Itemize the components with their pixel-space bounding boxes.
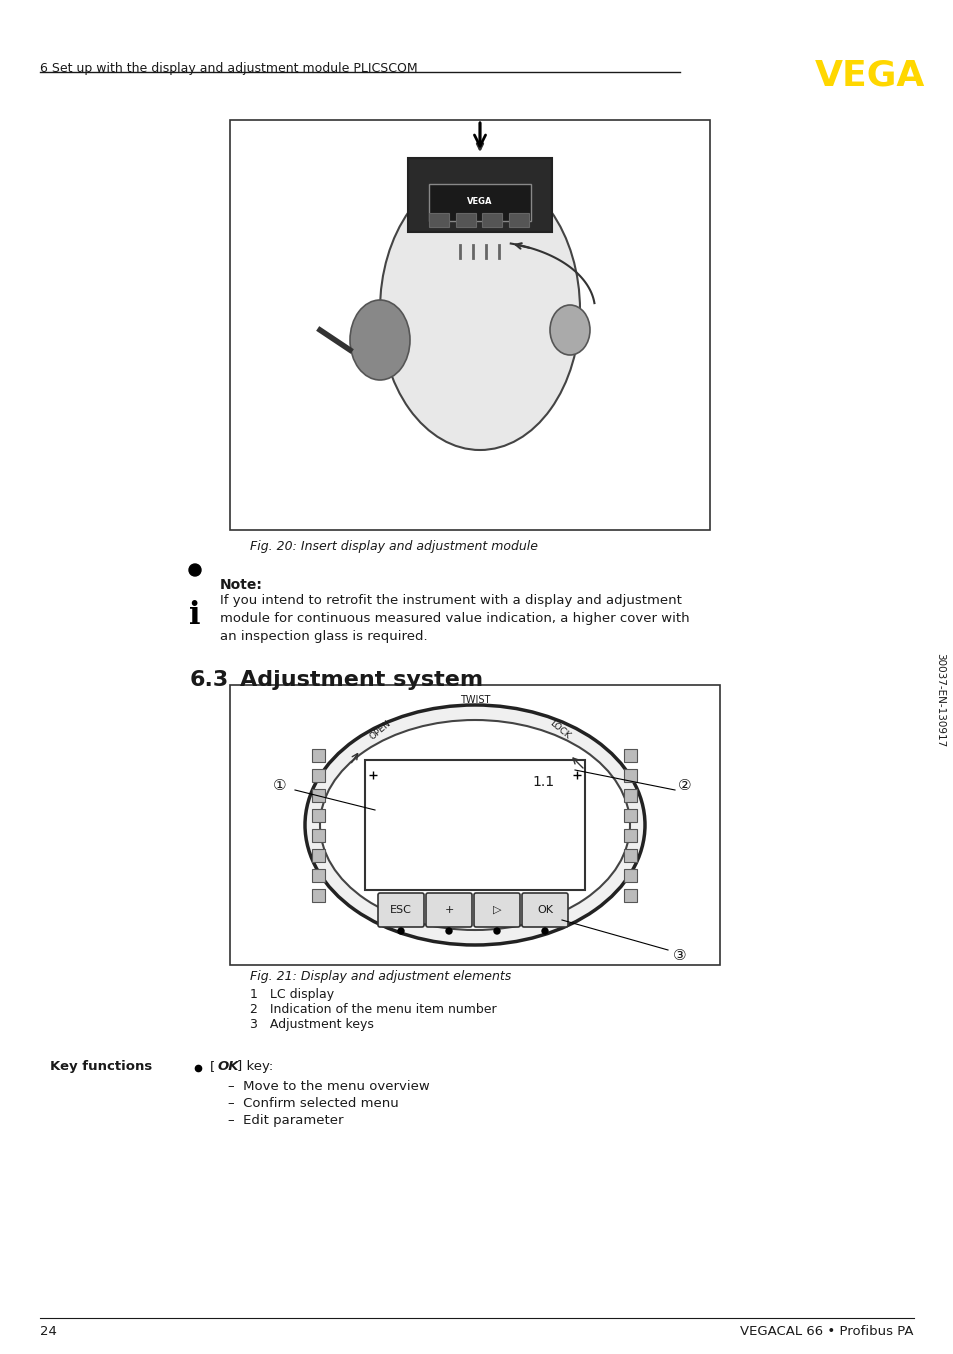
FancyBboxPatch shape — [474, 894, 519, 927]
FancyBboxPatch shape — [230, 685, 720, 965]
FancyBboxPatch shape — [313, 829, 325, 841]
FancyBboxPatch shape — [624, 788, 637, 802]
Text: Fig. 20: Insert display and adjustment module: Fig. 20: Insert display and adjustment m… — [250, 540, 537, 552]
Text: OK: OK — [537, 904, 553, 915]
Text: Key functions: Key functions — [50, 1060, 152, 1072]
Text: If you intend to retrofit the instrument with a display and adjustment
module fo: If you intend to retrofit the instrument… — [220, 594, 689, 643]
FancyBboxPatch shape — [624, 808, 637, 822]
FancyArrowPatch shape — [474, 123, 485, 146]
FancyBboxPatch shape — [377, 894, 423, 927]
Text: Fig. 21: Display and adjustment elements: Fig. 21: Display and adjustment elements — [250, 969, 511, 983]
Circle shape — [189, 565, 201, 575]
Text: +: + — [444, 904, 454, 915]
FancyBboxPatch shape — [429, 213, 449, 227]
FancyBboxPatch shape — [313, 749, 325, 761]
FancyBboxPatch shape — [313, 788, 325, 802]
Text: 2   Indication of the menu item number: 2 Indication of the menu item number — [250, 1003, 497, 1016]
FancyBboxPatch shape — [429, 184, 531, 221]
Text: ③: ③ — [673, 948, 686, 963]
Text: ▷: ▷ — [493, 904, 500, 915]
Ellipse shape — [350, 301, 410, 380]
FancyBboxPatch shape — [426, 894, 472, 927]
FancyBboxPatch shape — [624, 769, 637, 781]
Circle shape — [541, 927, 547, 934]
Text: 1.1: 1.1 — [533, 774, 555, 789]
FancyBboxPatch shape — [624, 829, 637, 841]
Circle shape — [446, 927, 452, 934]
Text: VEGA: VEGA — [814, 58, 924, 92]
FancyBboxPatch shape — [624, 888, 637, 902]
FancyBboxPatch shape — [624, 749, 637, 761]
Text: ESC: ESC — [390, 904, 412, 915]
FancyBboxPatch shape — [313, 868, 325, 881]
FancyBboxPatch shape — [456, 213, 476, 227]
Text: TWIST: TWIST — [459, 695, 490, 705]
FancyBboxPatch shape — [509, 213, 529, 227]
Text: ②: ② — [678, 777, 691, 792]
Text: 24: 24 — [40, 1326, 57, 1338]
FancyBboxPatch shape — [365, 760, 584, 890]
FancyBboxPatch shape — [624, 849, 637, 861]
FancyBboxPatch shape — [481, 213, 501, 227]
Text: –  Edit parameter: – Edit parameter — [228, 1114, 343, 1127]
Text: Adjustment system: Adjustment system — [240, 670, 482, 691]
Text: ①: ① — [273, 777, 287, 792]
Text: [: [ — [210, 1060, 215, 1072]
FancyBboxPatch shape — [521, 894, 567, 927]
Text: 6 Set up with the display and adjustment module PLICSCOM: 6 Set up with the display and adjustment… — [40, 62, 417, 74]
Ellipse shape — [305, 705, 644, 945]
Text: OPEN: OPEN — [367, 719, 392, 742]
FancyBboxPatch shape — [230, 121, 709, 529]
Text: 1   LC display: 1 LC display — [250, 988, 334, 1001]
Text: 3   Adjustment keys: 3 Adjustment keys — [250, 1018, 374, 1030]
FancyBboxPatch shape — [313, 888, 325, 902]
Text: Note:: Note: — [220, 578, 263, 592]
Circle shape — [494, 927, 499, 934]
FancyBboxPatch shape — [313, 769, 325, 781]
Text: OK: OK — [218, 1060, 239, 1072]
Text: LOCK: LOCK — [547, 719, 572, 741]
Text: 30037-EN-130917: 30037-EN-130917 — [934, 653, 944, 747]
Text: ] key:: ] key: — [236, 1060, 273, 1072]
FancyBboxPatch shape — [313, 808, 325, 822]
Text: VEGACAL 66 • Profibus PA: VEGACAL 66 • Profibus PA — [740, 1326, 913, 1338]
FancyBboxPatch shape — [313, 849, 325, 861]
Ellipse shape — [379, 171, 579, 450]
FancyBboxPatch shape — [624, 868, 637, 881]
Text: VEGA: VEGA — [467, 198, 493, 207]
FancyBboxPatch shape — [408, 158, 552, 232]
Text: 6.3: 6.3 — [190, 670, 229, 691]
Text: –  Confirm selected menu: – Confirm selected menu — [228, 1097, 398, 1110]
Circle shape — [397, 927, 403, 934]
Ellipse shape — [550, 305, 589, 355]
Ellipse shape — [319, 720, 629, 930]
Text: –  Move to the menu overview: – Move to the menu overview — [228, 1080, 429, 1093]
Text: i: i — [189, 600, 200, 631]
